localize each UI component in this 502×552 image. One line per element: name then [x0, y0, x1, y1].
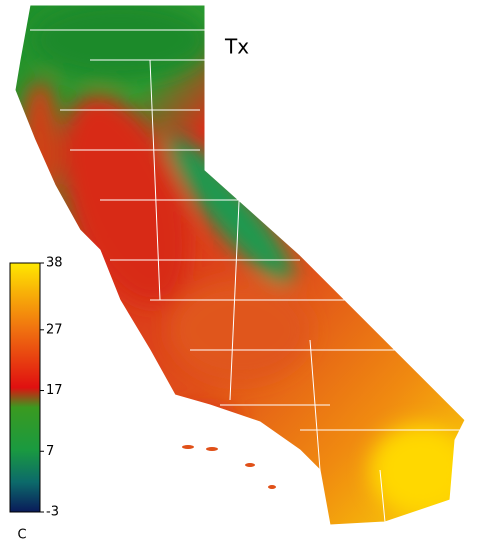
colorbar-tick-label: 27	[46, 322, 63, 337]
colorbar-tick-label: 17	[46, 383, 63, 398]
colorbar-tick-label: 7	[46, 444, 54, 459]
islands	[182, 445, 276, 489]
colorbar-tick-label: -3	[46, 505, 59, 520]
map-title: Tx	[224, 35, 249, 59]
colorbar-tick-label: 38	[46, 256, 63, 271]
colorbar-unit: C	[17, 528, 26, 543]
county-borders	[14, 4, 466, 526]
colorbar	[9, 262, 41, 513]
